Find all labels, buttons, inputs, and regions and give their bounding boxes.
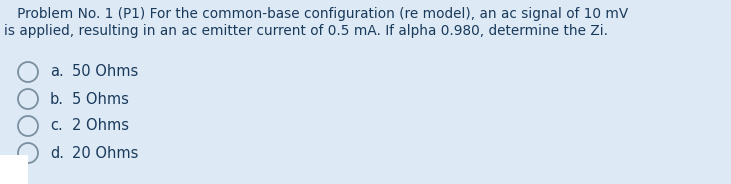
Text: c.: c. — [50, 118, 63, 134]
Text: 2 Ohms: 2 Ohms — [72, 118, 129, 134]
Text: Problem No. 1 (P1) For the common-base configuration (re model), an ac signal of: Problem No. 1 (P1) For the common-base c… — [4, 7, 628, 21]
Bar — [0, 155, 28, 184]
Text: is applied, resulting in an ac emitter current of 0.5 mA. If alpha 0.980, determ: is applied, resulting in an ac emitter c… — [4, 24, 608, 38]
Text: a.: a. — [50, 65, 64, 79]
Text: d.: d. — [50, 146, 64, 160]
Text: 20 Ohms: 20 Ohms — [72, 146, 138, 160]
Ellipse shape — [18, 62, 38, 82]
Text: b.: b. — [50, 91, 64, 107]
Text: 50 Ohms: 50 Ohms — [72, 65, 138, 79]
Ellipse shape — [18, 89, 38, 109]
Text: 5 Ohms: 5 Ohms — [72, 91, 129, 107]
Ellipse shape — [18, 143, 38, 163]
Ellipse shape — [18, 116, 38, 136]
